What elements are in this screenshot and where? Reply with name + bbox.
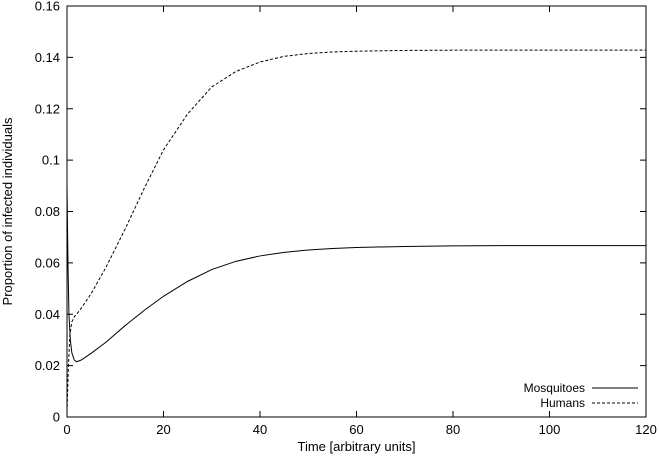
- legend-label-mosquitoes: Mosquitoes: [524, 381, 585, 395]
- y-tick-label: 0.12: [35, 101, 60, 116]
- y-axis-ticks: 0 0.02 0.04 0.06 0.08 0.1 0.12 0.14 0.16: [35, 0, 646, 425]
- legend: Mosquitoes Humans: [524, 381, 638, 410]
- x-axis-label: Time [arbitrary units]: [298, 439, 416, 454]
- x-tick-label: 20: [156, 422, 170, 437]
- y-tick-label: 0.08: [35, 204, 60, 219]
- y-tick-label: 0.04: [35, 307, 60, 322]
- x-tick-label: 100: [539, 422, 561, 437]
- y-axis-label: Proportion of infected individuals: [0, 117, 15, 305]
- x-tick-label: 40: [253, 422, 267, 437]
- y-tick-label: 0.1: [42, 153, 60, 168]
- series-layer: [66, 49, 646, 412]
- y-tick-label: 0: [53, 410, 60, 425]
- series-line-humans: [66, 49, 646, 412]
- y-tick-label: 0.14: [35, 50, 60, 65]
- legend-label-humans: Humans: [540, 396, 585, 410]
- y-tick-label: 0.02: [35, 358, 60, 373]
- x-tick-label: 80: [446, 422, 460, 437]
- x-axis-ticks: 0 20 40 60 80 100 120: [63, 6, 657, 437]
- plot-area: [66, 5, 647, 418]
- x-tick-label: 120: [635, 422, 657, 437]
- series-line-mosquitoes: [66, 185, 646, 363]
- plot-frame: [66, 5, 647, 418]
- y-tick-label: 0.06: [35, 255, 60, 270]
- x-tick-label: 60: [349, 422, 363, 437]
- y-tick-label: 0.16: [35, 0, 60, 14]
- x-tick-label: 0: [63, 422, 70, 437]
